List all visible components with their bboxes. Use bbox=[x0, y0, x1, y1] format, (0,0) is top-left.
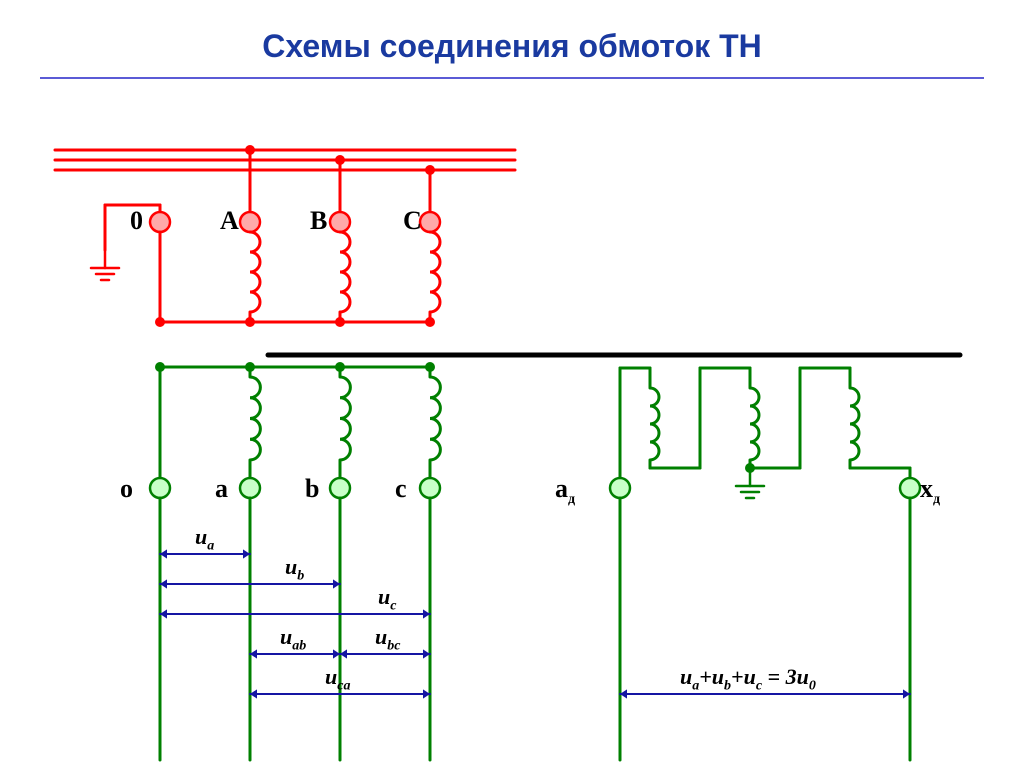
label-0: 0 bbox=[130, 206, 143, 236]
equation-3u0: ua+ub+uc = 3u0 bbox=[680, 664, 816, 694]
label-uab: uab bbox=[280, 624, 306, 654]
label-xd: хд bbox=[920, 474, 940, 508]
label-uca: uca bbox=[325, 664, 350, 694]
label-o: o bbox=[120, 474, 133, 504]
label-C: C bbox=[403, 206, 422, 236]
label-ad: ад bbox=[555, 474, 575, 508]
label-c-sec: c bbox=[395, 474, 407, 504]
label-uc: uc bbox=[378, 584, 396, 614]
label-ua: ua bbox=[195, 524, 214, 554]
label-ub: ub bbox=[285, 554, 304, 584]
label-a-sec: a bbox=[215, 474, 228, 504]
label-b-sec: b bbox=[305, 474, 319, 504]
label-ubc: ubc bbox=[375, 624, 400, 654]
label-A: A bbox=[220, 206, 239, 236]
circuit-diagram bbox=[0, 0, 1024, 767]
label-B: B bbox=[310, 206, 327, 236]
